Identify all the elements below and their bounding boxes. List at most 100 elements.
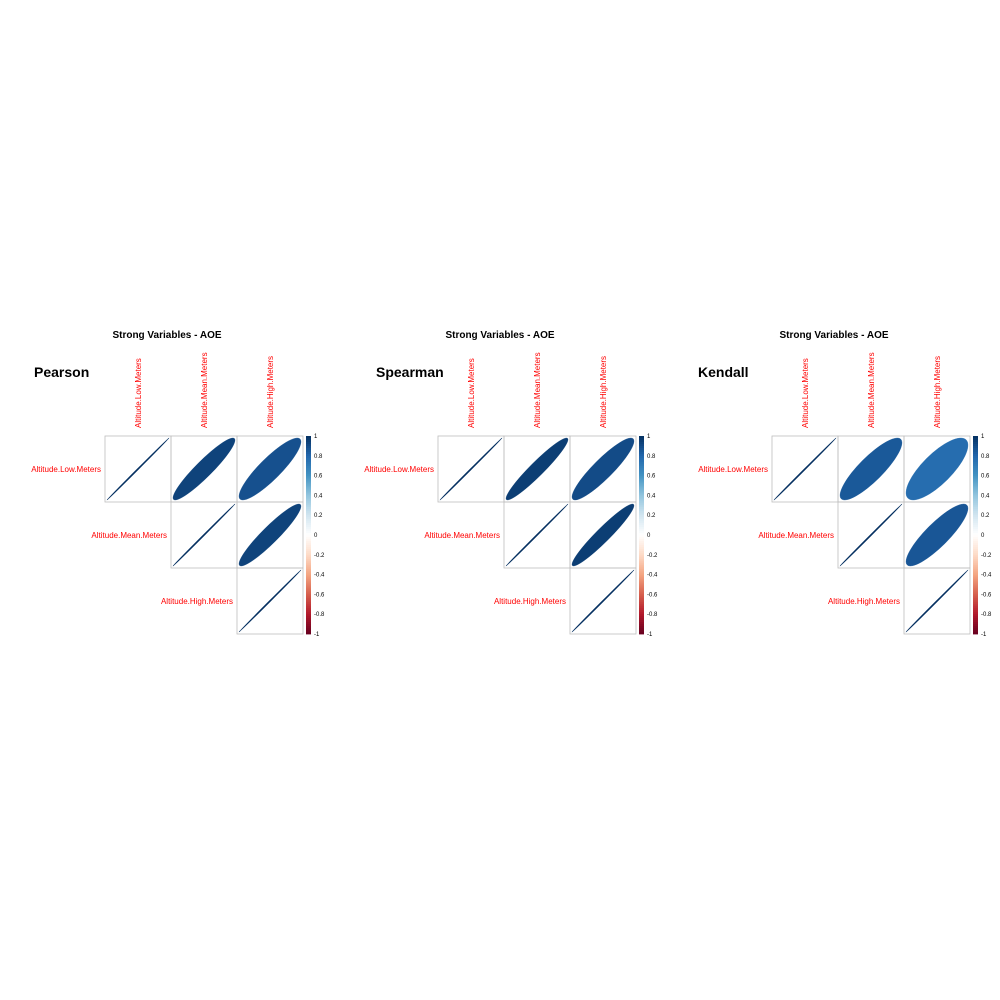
spearman-colorbar-step	[639, 616, 644, 619]
pearson-colorbar-step	[306, 485, 311, 488]
spearman-colorbar-step	[639, 503, 644, 506]
pearson-colorbar-step	[306, 558, 311, 562]
spearman-colorbar-step	[639, 519, 644, 522]
spearman-colorbar-step	[639, 531, 644, 534]
pearson-colorbar-step	[306, 517, 311, 520]
spearman-colorbar-step	[639, 578, 644, 581]
spearman-colorbar-step	[639, 570, 644, 574]
pearson-ellipse-3-3	[238, 569, 302, 633]
spearman-colorbar-step	[639, 463, 644, 467]
spearman-colorbar-step	[639, 513, 644, 516]
pearson-colorbar-step	[306, 614, 311, 617]
kendall-colorbar-step	[973, 447, 978, 451]
kendall-colorbar-step	[973, 574, 978, 577]
pearson-colorbar-step	[306, 527, 311, 530]
pearson-colorbar-step	[306, 602, 311, 605]
spearman-colorbar-step	[639, 618, 644, 621]
spearman-colorbar-step	[639, 469, 644, 473]
pearson-colorbar-step	[306, 519, 311, 522]
spearman-colorbar-step	[639, 614, 644, 617]
spearman-colorbar-step	[639, 546, 644, 550]
kendall-column-label-1: Altitude.Low.Meters	[801, 358, 810, 428]
pearson-colorbar-tick: 0.8	[314, 454, 323, 460]
kendall-colorbar-step	[973, 584, 978, 587]
spearman-ellipse-2-3	[571, 503, 635, 567]
spearman-ellipse-2-2	[505, 503, 569, 567]
pearson-ellipse-2-2	[172, 503, 236, 567]
kendall-colorbar-step	[973, 469, 978, 473]
spearman-colorbar-step	[639, 441, 644, 445]
pearson-colorbar-step	[306, 580, 311, 583]
kendall-colorbar-step	[973, 531, 978, 534]
spearman-colorbar-step	[639, 558, 644, 562]
pearson-row-label-1: Altitude.Low.Meters	[31, 465, 101, 474]
kendall-colorbar-step	[973, 550, 978, 554]
kendall-column-label-2: Altitude.Mean.Meters	[867, 352, 876, 428]
spearman-corrplot: Strong Variables - AOE Altitude.Low.Meter…	[364, 330, 658, 638]
pearson-colorbar-step	[306, 487, 311, 490]
spearman-colorbar-step	[639, 604, 644, 607]
pearson-colorbar-step	[306, 556, 311, 560]
pearson-colorbar-step	[306, 521, 311, 524]
spearman-colorbar-step	[639, 487, 644, 490]
kendall-colorbar: 1 0.8 0.6 0.4 0.2 0 -0.2 -0.4 -0.6 -0.8 -1	[973, 434, 992, 638]
spearman-colorbar-step	[639, 550, 644, 554]
spearman-colorbar-tick: 1	[647, 434, 651, 440]
spearman-colorbar-step	[639, 556, 644, 560]
kendall-colorbar-tick: 0.2	[981, 513, 990, 519]
kendall-colorbar-step	[973, 586, 978, 589]
pearson-colorbar-step	[306, 493, 311, 496]
spearman-plot-title: Strong Variables - AOE	[445, 330, 554, 341]
kendall-colorbar-step	[973, 600, 978, 603]
kendall-colorbar-step	[973, 455, 978, 459]
kendall-colorbar-step	[973, 523, 978, 526]
kendall-colorbar-step	[973, 576, 978, 579]
spearman-colorbar-step	[639, 596, 644, 599]
kendall-colorbar-step	[973, 467, 978, 471]
kendall-colorbar-step	[973, 598, 978, 601]
kendall-colorbar-step	[973, 481, 978, 484]
pearson-colorbar-step	[306, 632, 311, 635]
kendall-colorbar-step	[973, 497, 978, 500]
pearson-colorbar-step	[306, 495, 311, 498]
spearman-colorbar-step	[639, 495, 644, 498]
kendall-colorbar-step	[973, 558, 978, 562]
pearson-column-label-1: Altitude.Low.Meters	[134, 358, 143, 428]
spearman-colorbar-step	[639, 499, 644, 502]
spearman-ellipse-1-3	[571, 437, 635, 501]
kendall-colorbar-step	[973, 556, 978, 560]
kendall-colorbar-step	[973, 461, 978, 465]
kendall-colorbar-step	[973, 491, 978, 494]
pearson-colorbar-step	[306, 544, 311, 548]
kendall-row-label-2: Altitude.Mean.Meters	[758, 531, 834, 540]
pearson-colorbar-step	[306, 497, 311, 500]
spearman-colorbar-step	[639, 451, 644, 455]
kendall-colorbar-step	[973, 596, 978, 599]
pearson-colorbar-step	[306, 525, 311, 528]
spearman-colorbar-step	[639, 439, 644, 443]
pearson-colorbar-step	[306, 630, 311, 633]
kendall-colorbar-step	[973, 487, 978, 490]
pearson-colorbar-step	[306, 616, 311, 619]
pearson-colorbar-step	[306, 457, 311, 461]
pearson-colorbar-step	[306, 564, 311, 568]
spearman-colorbar-step	[639, 459, 644, 463]
spearman-colorbar-step	[639, 572, 644, 575]
kendall-colorbar-step	[973, 511, 978, 514]
pearson-column-label-3: Altitude.High.Meters	[266, 356, 275, 428]
pearson-colorbar-step	[306, 507, 311, 510]
kendall-colorbar-step	[973, 622, 978, 625]
kendall-ellipse-1-2	[839, 437, 903, 501]
pearson-colorbar-step	[306, 461, 311, 465]
pearson-colorbar-step	[306, 531, 311, 534]
pearson-colorbar-step	[306, 529, 311, 532]
kendall-colorbar-step	[973, 566, 978, 570]
pearson-colorbar-step	[306, 475, 311, 478]
spearman-colorbar: 1 0.8 0.6 0.4 0.2 0 -0.2 -0.4 -0.6 -0.8 -1	[639, 434, 658, 638]
spearman-colorbar-step	[639, 626, 644, 629]
pearson-colorbar-step	[306, 451, 311, 455]
spearman-colorbar-step	[639, 610, 644, 613]
kendall-colorbar-step	[973, 495, 978, 498]
kendall-colorbar-step	[973, 451, 978, 455]
spearman-colorbar-step	[639, 467, 644, 471]
